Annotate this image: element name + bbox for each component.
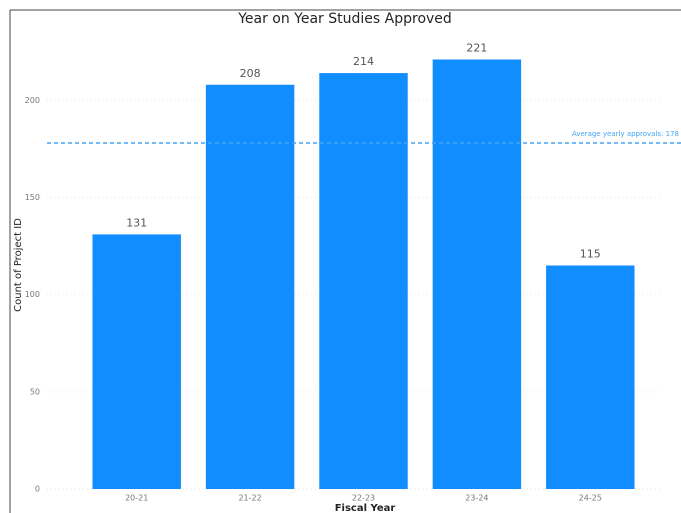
data-label: 115: [580, 248, 601, 261]
y-tick-label: 100: [25, 290, 40, 299]
x-tick-label: 21-22: [238, 494, 261, 503]
x-tick-label: 20-21: [125, 494, 148, 503]
x-axis-title: Fiscal Year: [335, 503, 396, 513]
y-tick-label: 0: [35, 485, 40, 494]
bar: [546, 265, 635, 489]
y-tick-label: 200: [25, 96, 40, 105]
bar: [205, 84, 295, 489]
bar: [319, 73, 408, 490]
x-tick-label: 23-24: [465, 494, 488, 503]
x-tick-label: 22-23: [352, 494, 375, 503]
chart-title: Year on Year Studies Approved: [237, 11, 452, 27]
data-label: 221: [466, 41, 487, 54]
bar: [92, 234, 181, 489]
reference-label: Average yearly approvals: 178: [572, 130, 679, 138]
y-tick-label: 150: [25, 193, 40, 202]
data-label: 208: [240, 67, 261, 80]
bar: [432, 59, 522, 489]
y-tick-label: 50: [30, 387, 40, 396]
data-label: 131: [126, 216, 147, 229]
y-axis-title: Count of Project ID: [13, 218, 24, 312]
x-tick-label: 24-25: [579, 494, 602, 503]
data-label: 214: [353, 55, 374, 68]
